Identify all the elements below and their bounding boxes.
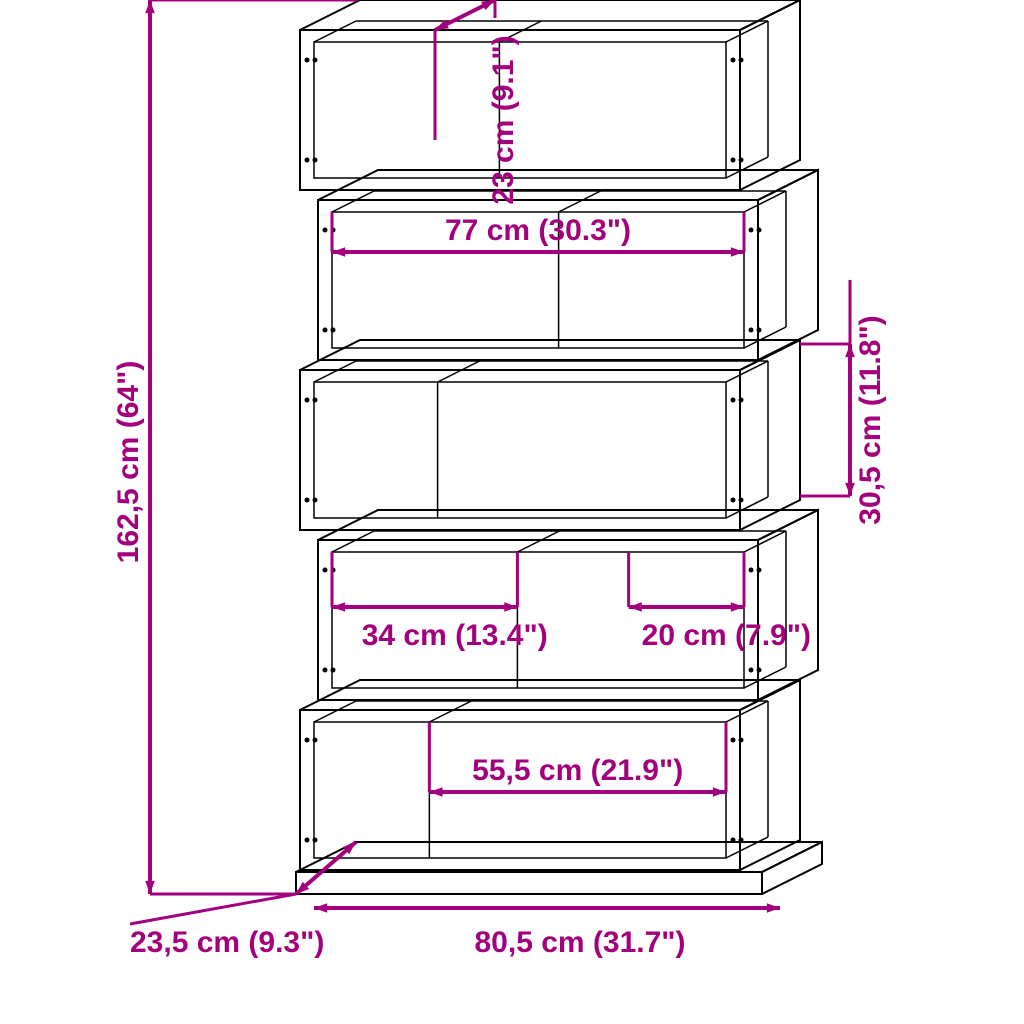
dim-inner-20: 20 cm (7.9") <box>642 619 811 652</box>
dim-tier-height: 30,5 cm (11.8") <box>854 315 887 524</box>
dim-inner-width: 77 cm (30.3") <box>445 214 631 247</box>
dim-inner-34: 34 cm (13.4") <box>362 619 548 652</box>
dim-depth-top: 23 cm (9.1") <box>487 35 520 204</box>
dim-height-total: 162,5 cm (64") <box>112 361 145 564</box>
dim-width-total: 80,5 cm (31.7") <box>474 926 685 959</box>
dim-inner-55: 55,5 cm (21.9") <box>472 754 683 787</box>
dim-depth-bottom: 23,5 cm (9.3") <box>130 926 324 959</box>
